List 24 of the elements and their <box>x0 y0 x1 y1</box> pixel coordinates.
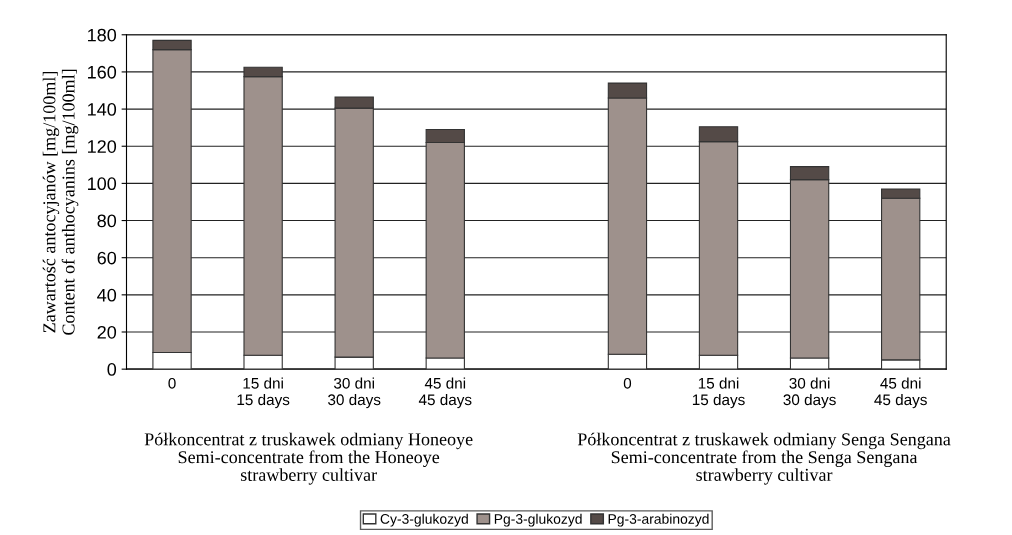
y-tick-label: 140 <box>88 103 117 116</box>
legend-label: Pg-3-arabinozyd <box>608 513 709 527</box>
y-tick-label: 100 <box>88 177 117 191</box>
y-tick-label: 0 <box>107 363 117 376</box>
y-tick-label: 60 <box>97 251 117 265</box>
x-tick-label: 45 dni 45 days <box>874 377 927 409</box>
y-tick-label: 20 <box>97 325 117 339</box>
x-tick-label: 0 <box>168 377 176 389</box>
x-tick-label: 0 <box>623 377 632 389</box>
text: Półkoncentrat z truskawek odmiany Honeoye Semi-concentrate from the Honeoye strawberry cultivar <box>144 432 473 485</box>
y-tick-label: 180 <box>88 28 117 42</box>
y-tick-label: 40 <box>97 288 117 302</box>
x-tick-label: 30 dni 30 days <box>783 377 836 409</box>
x-tick-label: 15 dni 15 days <box>237 377 290 409</box>
x-tick-label: 15 dni 15 days <box>692 377 745 409</box>
x-tick-label: 45 dni 45 days <box>418 377 472 409</box>
y-tick-label: 80 <box>97 214 117 228</box>
y-axis-title: Zawartość antocyjanów [mg/100ml] Content of anthocyanins [mg/100ml] <box>42 69 79 335</box>
y-tick-label: 160 <box>88 65 117 79</box>
text: Półkoncentrat z truskawek odmiany Senga Sengana Semi-concentrate from the Senga Sengana strawberry cultivar <box>577 432 951 485</box>
x-tick-label: 30 dni 30 days <box>328 377 381 409</box>
legend-label: Cy-3-glukozyd <box>380 513 468 527</box>
y-tick-label: 120 <box>88 140 117 153</box>
legend-label: Pg-3-glukozyd <box>494 513 582 527</box>
